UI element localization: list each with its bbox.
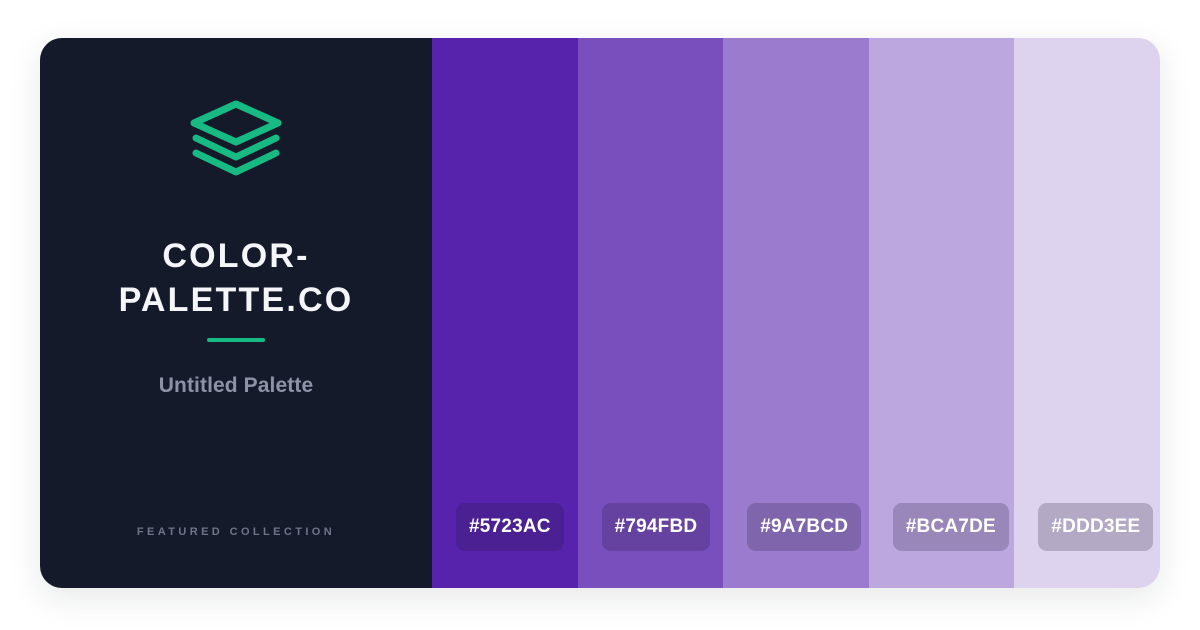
palette-name: Untitled Palette xyxy=(158,374,314,397)
color-swatch[interactable]: #5723AC xyxy=(432,38,578,588)
hex-chip[interactable]: #794FBD xyxy=(601,503,711,551)
hex-value: #794FBD xyxy=(614,516,698,537)
hex-chip[interactable]: #DDD3EE xyxy=(1038,503,1154,551)
collection-label: FEATURED COLLECTION xyxy=(136,526,336,538)
brand-panel: COLOR-PALETTE.CO Untitled Palette FEATUR… xyxy=(40,38,432,588)
color-swatch[interactable]: #DDD3EE xyxy=(1014,38,1160,588)
palette-card: COLOR-PALETTE.CO Untitled Palette FEATUR… xyxy=(40,38,1160,588)
hex-chip[interactable]: #9A7BCD xyxy=(747,503,862,551)
hex-chip[interactable]: #BCA7DE xyxy=(892,503,1009,551)
hex-value: #9A7BCD xyxy=(760,516,849,537)
page-title: COLOR-PALETTE.CO xyxy=(118,237,354,319)
hex-value: #DDD3EE xyxy=(1051,516,1141,537)
color-swatch[interactable]: #794FBD xyxy=(577,38,724,588)
color-swatch[interactable]: #BCA7DE xyxy=(868,38,1015,588)
swatch-strip: #5723AC #794FBD #9A7BCD #BCA7DE #DDD3EE xyxy=(432,38,1160,588)
layers-icon xyxy=(190,100,282,176)
hex-chip[interactable]: #5723AC xyxy=(456,503,564,551)
hex-value: #5723AC xyxy=(469,516,551,537)
hex-value: #BCA7DE xyxy=(905,516,996,537)
title-accent-bar xyxy=(207,338,265,342)
color-swatch[interactable]: #9A7BCD xyxy=(723,38,869,588)
